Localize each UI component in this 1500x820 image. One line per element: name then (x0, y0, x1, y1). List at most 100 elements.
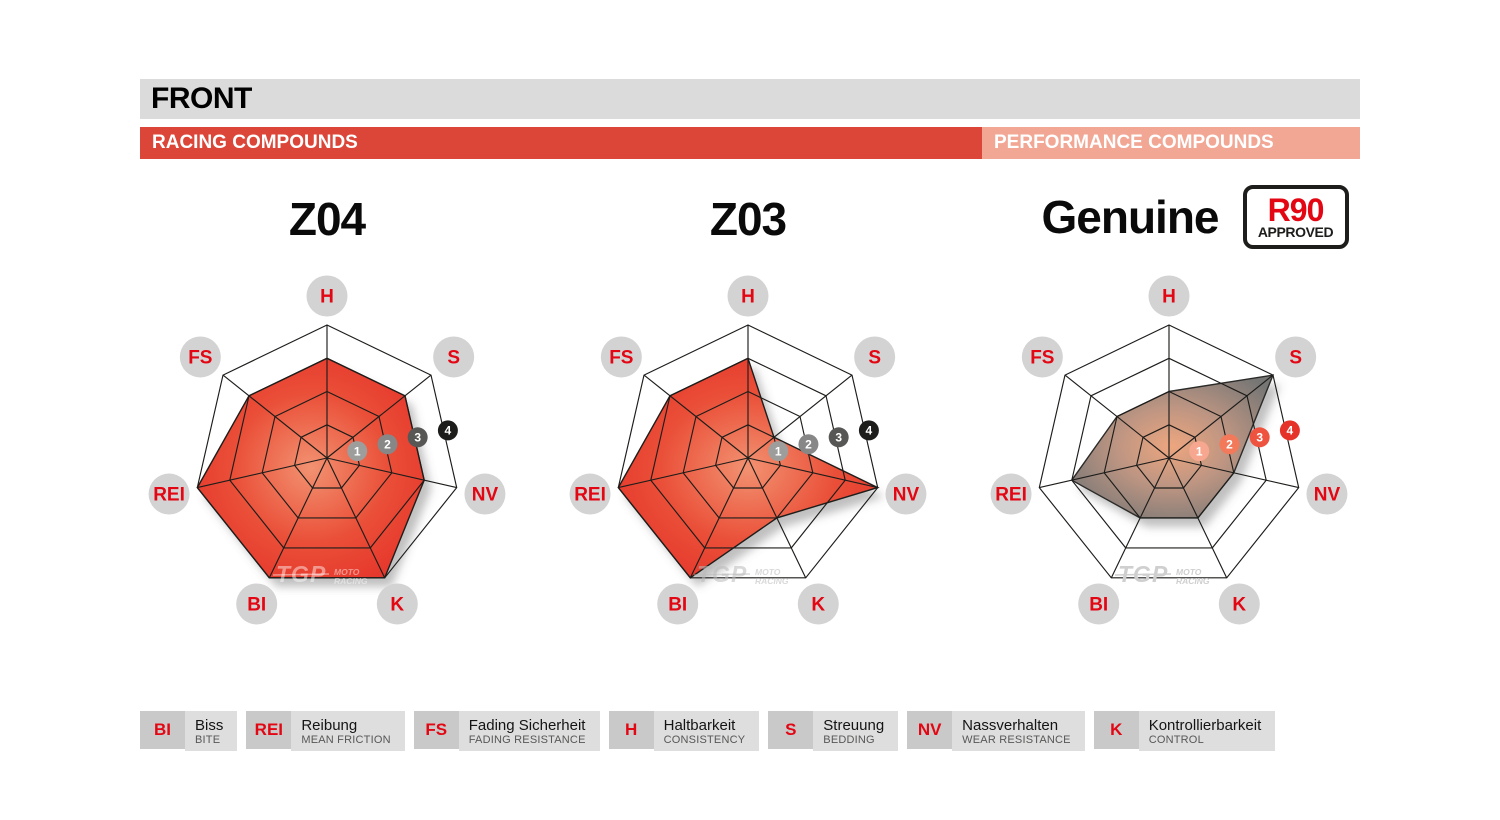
svg-text:RACING: RACING (334, 576, 368, 586)
scale-marker-label-3: 3 (414, 431, 421, 445)
legend-abbr-H: H (608, 711, 654, 749)
axis-circle-BI (657, 583, 699, 625)
scale-marker-label-4: 4 (866, 424, 873, 438)
svg-text:MOTO: MOTO (755, 567, 781, 577)
axis-label-S: S (868, 347, 881, 368)
axis-label-FS: FS (609, 347, 633, 368)
legend: BI Biss BITE REI Reibung MEAN FRICTION FS Fadin… (140, 711, 1440, 751)
svg-text:TGP: TGP (276, 561, 326, 587)
axis-label-S: S (447, 347, 460, 368)
r90-text: R90 (1267, 191, 1325, 228)
performance-compounds-label: PERFORMANCE COMPOUNDS (994, 132, 1274, 153)
legend-term-en: BEDDING (823, 734, 875, 746)
scale-marker-label-2: 2 (384, 437, 391, 451)
axis-circle-REI (569, 473, 611, 515)
axis-label-REI: REI (995, 485, 1027, 506)
legend-term-en: FADING RESISTANCE (468, 734, 586, 746)
scale-marker-label-1: 1 (775, 444, 782, 458)
axis-circle-S (854, 336, 896, 378)
legend-item-H: H Haltbarkeit CONSISTENCY (608, 711, 760, 751)
axis-circle-K (797, 583, 839, 625)
axis-circle-BI (236, 583, 278, 625)
axis-circle-K (1218, 583, 1260, 625)
legend-term-en: MEAN FRICTION (301, 734, 391, 746)
legend-text-H: Haltbarkeit CONSISTENCY (653, 711, 760, 751)
legend-term-en: WEAR RESISTANCE (962, 734, 1071, 746)
legend-item-BI: BI Biss BITE (140, 711, 238, 751)
svg-text:MOTO: MOTO (334, 567, 360, 577)
scale-marker-3 (407, 427, 428, 448)
scale-marker-3 (828, 427, 849, 448)
chart-title-z04-text: Z04 (288, 193, 366, 245)
scale-marker-label-3: 3 (835, 431, 842, 445)
axis-label-H: H (741, 287, 755, 308)
performance-compounds-bar: PERFORMANCE COMPOUNDS (982, 127, 1360, 159)
axis-circle-REI (990, 473, 1032, 515)
legend-item-S: S Streuung BEDDING (768, 711, 899, 751)
racing-compounds-label: RACING COMPOUNDS (152, 132, 358, 153)
legend-text-K: Kontrollierbarkeit CONTROL (1138, 711, 1276, 751)
axis-circle-NV (1306, 473, 1348, 515)
axis-label-BI: BI (1089, 594, 1108, 615)
legend-text-REI: Reibung MEAN FRICTION (291, 711, 405, 751)
scale-marker-label-1: 1 (354, 444, 361, 458)
scale-marker-1 (1189, 441, 1210, 462)
axis-label-K: K (1232, 594, 1246, 615)
axis-circle-NV (464, 473, 506, 515)
radar-grid (1038, 324, 1300, 579)
r90-approved-badge: R90 APPROVED (1242, 185, 1349, 249)
legend-abbr-NV: NV (907, 711, 953, 749)
scale-marker-4 (1279, 420, 1300, 441)
approved-text: APPROVED (1257, 223, 1334, 240)
axis-circle-S (433, 336, 475, 378)
axis-label-FS: FS (1030, 347, 1054, 368)
svg-text:RACING: RACING (755, 576, 789, 586)
legend-term-de: Streuung (823, 717, 885, 734)
legend-term-en: BITE (195, 734, 221, 746)
axis-circle-H (306, 275, 348, 317)
axis-circle-H (1148, 275, 1190, 317)
scale-marker-label-3: 3 (1256, 431, 1263, 445)
legend-item-NV: NV Nassverhalten WEAR RESISTANCE (907, 711, 1085, 751)
axis-circle-BI (1078, 583, 1120, 625)
scale-marker-3 (1249, 427, 1270, 448)
legend-text-NV: Nassverhalten WEAR RESISTANCE (952, 711, 1085, 751)
chart-title-genuine-row: Genuine R90 APPROVED (1005, 185, 1385, 249)
axis-circle-REI (148, 473, 190, 515)
scale-marker-2 (798, 434, 819, 455)
axis-circle-K (376, 583, 418, 625)
scale-marker-1 (347, 441, 368, 462)
legend-term-de: Fading Sicherheit (468, 717, 586, 734)
axis-label-H: H (1162, 287, 1176, 308)
racing-compounds-bar: RACING COMPOUNDS (140, 127, 982, 159)
scale-marker-1 (768, 441, 789, 462)
axis-label-FS: FS (188, 347, 212, 368)
scale-marker-2 (1219, 434, 1240, 455)
legend-term-en: CONTROL (1148, 734, 1204, 746)
scale-marker-4 (437, 420, 458, 441)
legend-item-FS: FS Fading Sicherheit FADING RESISTANCE (413, 711, 600, 751)
legend-term-de: Nassverhalten (962, 717, 1059, 734)
chart-title-genuine-text: Genuine (1041, 191, 1219, 243)
radar-grid (617, 324, 879, 579)
legend-text-S: Streuung BEDDING (813, 711, 899, 751)
axis-label-NV: NV (472, 485, 499, 506)
legend-item-K: K Kontrollierbarkeit CONTROL (1093, 711, 1276, 751)
scale-marker-label-2: 2 (1226, 437, 1233, 451)
axis-circle-FS (600, 336, 642, 378)
chart-title-z03-text: Z03 (709, 193, 787, 245)
scale-marker-label-1: 1 (1196, 444, 1203, 458)
legend-term-de: Reibung (301, 717, 358, 734)
legend-abbr-S: S (768, 711, 814, 749)
axis-label-NV: NV (1314, 485, 1341, 506)
front-title: FRONT (151, 82, 252, 115)
legend-abbr-K: K (1093, 711, 1139, 749)
axis-label-REI: REI (153, 485, 185, 506)
legend-term-de: Biss (195, 717, 224, 734)
axis-label-BI: BI (668, 594, 687, 615)
